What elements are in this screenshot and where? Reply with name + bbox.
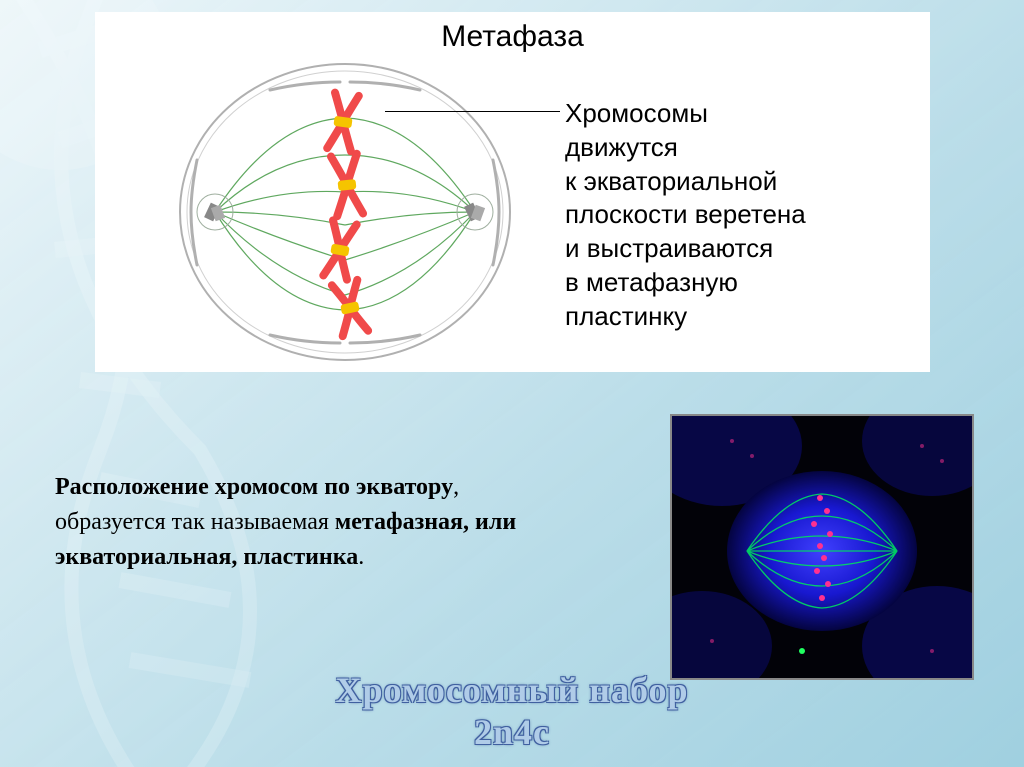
bottom-line-1: Хромосомный набор <box>335 669 688 711</box>
caption-part1: Расположение хромосом по экватору <box>55 474 453 500</box>
caption-part4: . <box>358 544 364 570</box>
fluorescence-micrograph <box>670 414 974 680</box>
diagram-title: Метафаза <box>441 20 584 54</box>
annotation-text: Хромосомы движутся к экваториальной плос… <box>565 97 806 334</box>
annotation-leader-line <box>385 111 560 112</box>
bottom-line-2: 2n4c <box>335 711 688 753</box>
caption-text: Расположение хромосом по экватору, образ… <box>55 470 575 574</box>
chromosome-set-title: Хромосомный набор 2n4c <box>335 669 688 753</box>
metaphase-diagram-panel: Метафаза <box>95 12 930 372</box>
cell-diagram <box>175 60 515 365</box>
chromosomes <box>323 93 368 337</box>
